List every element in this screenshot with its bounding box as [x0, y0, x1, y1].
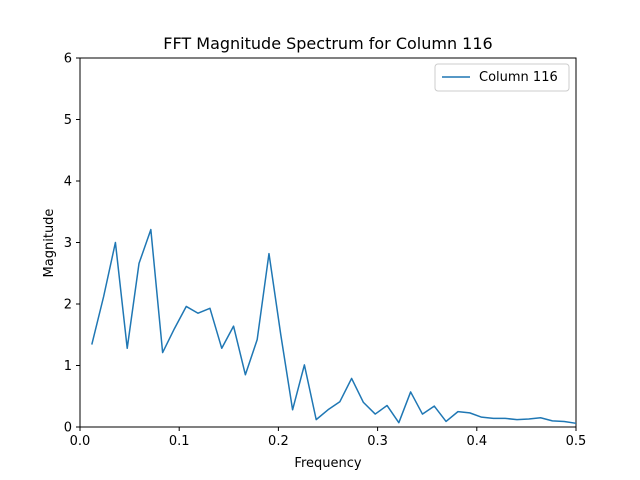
data-point — [185, 305, 187, 307]
data-point — [563, 420, 565, 422]
series-points — [91, 229, 577, 425]
data-point — [292, 409, 294, 411]
x-axis: 0.0 0.1 0.2 0.3 0.4 0.5 — [70, 427, 587, 449]
data-point — [421, 413, 423, 415]
data-point — [445, 420, 447, 422]
y-tick-label: 1 — [64, 359, 72, 374]
x-tick-label: 0.4 — [466, 434, 487, 449]
data-point — [504, 417, 506, 419]
data-point — [91, 344, 93, 346]
data-point — [481, 416, 483, 418]
y-tick-label: 0 — [64, 421, 72, 436]
legend: Column 116 — [434, 63, 570, 92]
y-axis-label: Magnitude — [42, 209, 57, 278]
legend-box — [434, 63, 570, 92]
data-point — [244, 374, 246, 376]
data-point — [374, 413, 376, 415]
x-tick-label: 0.0 — [70, 434, 91, 449]
data-point — [339, 401, 341, 403]
legend-label: Column 116 — [479, 70, 558, 85]
series-line-column-116 — [91, 228, 577, 425]
data-point — [327, 409, 329, 411]
data-point — [457, 411, 459, 413]
data-point — [433, 405, 435, 407]
y-tick-label: 4 — [64, 175, 72, 190]
data-point — [398, 422, 400, 424]
data-point — [386, 404, 388, 406]
data-point — [575, 422, 577, 424]
data-point — [126, 347, 128, 349]
data-point — [516, 419, 518, 421]
data-point — [103, 296, 105, 298]
data-point — [268, 253, 270, 255]
x-tick-label: 0.3 — [367, 434, 388, 449]
data-point — [150, 229, 152, 231]
x-tick-label: 0.5 — [566, 434, 587, 449]
y-tick-label: 6 — [64, 52, 72, 67]
chart-title: FFT Magnitude Spectrum for Column 116 — [163, 34, 492, 53]
data-point — [209, 307, 211, 309]
data-point — [173, 328, 175, 330]
x-axis-label: Frequency — [294, 456, 361, 471]
data-point — [303, 364, 305, 366]
data-point — [233, 325, 235, 327]
data-point — [551, 420, 553, 422]
y-axis: 0 1 2 3 4 5 6 — [64, 52, 80, 436]
data-point — [138, 262, 140, 264]
data-point — [315, 419, 317, 421]
y-tick-label: 5 — [64, 113, 72, 128]
y-tick-label: 3 — [64, 236, 72, 251]
data-point — [410, 391, 412, 393]
plot-frame — [79, 57, 577, 428]
data-point — [528, 418, 530, 420]
data-point — [469, 412, 471, 414]
data-point — [114, 242, 116, 244]
data-point — [362, 401, 364, 403]
data-point — [492, 417, 494, 419]
data-point — [256, 339, 258, 341]
data-point — [280, 334, 282, 336]
x-tick-label: 0.2 — [268, 434, 289, 449]
y-tick-label: 2 — [64, 298, 72, 313]
data-point — [197, 312, 199, 314]
data-point — [540, 417, 542, 419]
data-point — [351, 377, 353, 379]
x-tick-label: 0.1 — [169, 434, 190, 449]
data-point — [221, 347, 223, 349]
data-point — [162, 352, 164, 354]
